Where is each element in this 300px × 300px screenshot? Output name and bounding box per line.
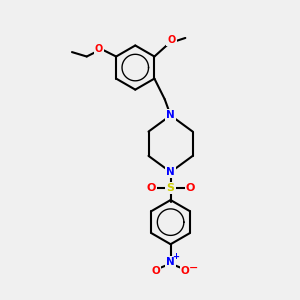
Text: O: O <box>152 266 160 276</box>
Text: O: O <box>186 183 195 193</box>
Text: N: N <box>166 257 175 267</box>
Text: N: N <box>166 110 175 120</box>
Text: N: N <box>166 167 175 177</box>
Text: O: O <box>167 35 175 45</box>
Text: O: O <box>95 44 103 54</box>
Text: −: − <box>189 263 198 273</box>
Text: S: S <box>167 183 175 193</box>
Text: O: O <box>181 266 190 276</box>
Text: +: + <box>172 252 179 261</box>
Text: O: O <box>146 183 156 193</box>
